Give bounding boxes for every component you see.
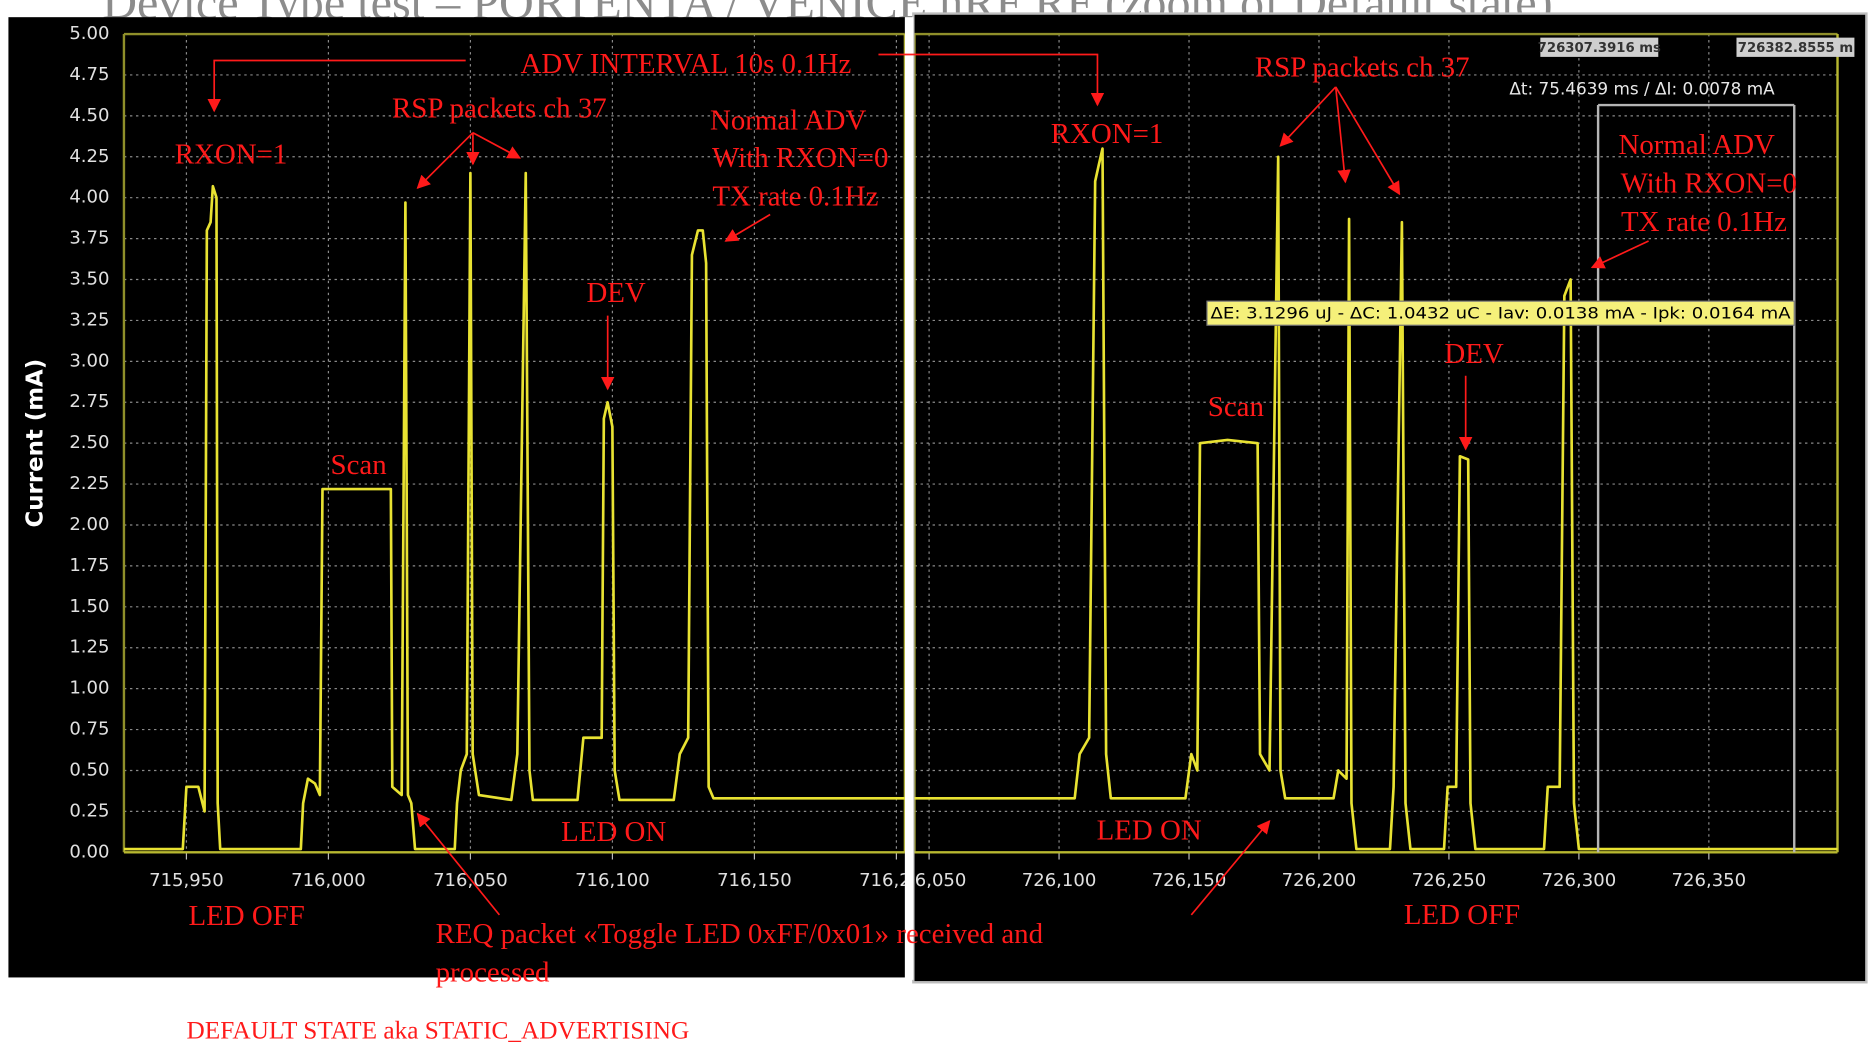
y-tick-label: 1.75 bbox=[69, 555, 109, 576]
annotation: With RXON=0 bbox=[712, 142, 888, 174]
x-tick-label: 726,250 bbox=[1412, 870, 1487, 891]
annotation: LED OFF bbox=[1404, 899, 1520, 931]
x-tick-label: 715,950 bbox=[149, 870, 224, 891]
annotation: Normal ADV bbox=[1619, 129, 1776, 161]
x-tick-label: 726,350 bbox=[1672, 870, 1747, 891]
x-tick-label: 726,200 bbox=[1282, 870, 1357, 891]
y-tick-label: 4.50 bbox=[69, 105, 109, 126]
y-tick-label: 1.50 bbox=[69, 596, 109, 617]
annotation: TX rate 0.1Hz bbox=[712, 181, 878, 213]
x-tick-label: 726,150 bbox=[1152, 870, 1227, 891]
cursor-delta: Δt: 75.4639 ms / ΔI: 0.0078 mA bbox=[1509, 78, 1775, 98]
annotation: LED ON bbox=[1097, 815, 1202, 847]
arrow bbox=[1190, 819, 1271, 916]
x-tick-label: 716,150 bbox=[717, 870, 792, 891]
cursor-label-box bbox=[1736, 37, 1855, 57]
x-tick-label: 726,100 bbox=[1022, 870, 1097, 891]
y-tick-label: 3.25 bbox=[69, 309, 109, 330]
x-tick-label: 716,200 bbox=[859, 870, 934, 891]
annotation: ADV INTERVAL 10s 0.1Hz bbox=[521, 48, 852, 80]
arrow bbox=[416, 812, 501, 916]
arrow bbox=[1334, 86, 1401, 196]
y-tick-label: 4.75 bbox=[69, 64, 109, 85]
cursor-label: 726382.8555 m bbox=[1738, 41, 1853, 56]
annotation: LED OFF bbox=[189, 900, 305, 932]
y-tick-label: 4.25 bbox=[69, 146, 109, 167]
current-trace bbox=[914, 147, 1838, 851]
left-chart: 0.00 0.25 0.50 0.75 1.00 1.25 1.50 1.75 2.00 2.25… bbox=[23, 23, 934, 891]
arrow bbox=[416, 132, 474, 190]
right-panel bbox=[912, 12, 1868, 984]
annotations: ADV INTERVAL 10s 0.1Hz RXON=1 RSP packets … bbox=[175, 48, 1797, 1044]
cursor-label: 726307.3916 ms bbox=[1538, 41, 1661, 56]
annotation: RXON=1 bbox=[1051, 118, 1164, 150]
annotation: REQ packet «Toggle LED 0xFF/0x01» receiv… bbox=[436, 918, 1044, 950]
measurement-box bbox=[1206, 300, 1795, 326]
arrow bbox=[878, 53, 1105, 107]
y-tick-label: 2.25 bbox=[69, 473, 109, 494]
arrow bbox=[472, 131, 522, 159]
y-tick-label: 2.50 bbox=[69, 432, 109, 453]
y-tick-label: 0.25 bbox=[69, 800, 109, 821]
x-tick-label: 726,050 bbox=[892, 870, 967, 891]
arrow bbox=[1279, 86, 1337, 147]
arrow bbox=[1590, 240, 1649, 269]
current-trace bbox=[123, 171, 905, 851]
y-tick-label: 3.50 bbox=[69, 269, 109, 290]
y-tick-label: 3.00 bbox=[69, 350, 109, 371]
annotation: Normal ADV bbox=[710, 105, 867, 137]
right-chart: 726,050 726,100 726,150 726,200 726,250 726,3… bbox=[892, 32, 1855, 891]
arrow bbox=[207, 59, 466, 113]
annotation: DEV bbox=[586, 277, 645, 309]
x-tick-label: 716,000 bbox=[291, 870, 366, 891]
y-tick-label: 0.50 bbox=[69, 759, 109, 780]
y-tick-label: 1.00 bbox=[69, 678, 109, 699]
y-axis-label: Current (mA) bbox=[23, 359, 49, 528]
arrow bbox=[1334, 86, 1351, 184]
x-tick-label: 716,100 bbox=[575, 870, 650, 891]
annotation: DEV bbox=[1444, 338, 1503, 370]
annotation: Scan bbox=[331, 449, 387, 481]
y-tick-label: 0.75 bbox=[69, 719, 109, 740]
x-tick-label: 716,050 bbox=[433, 870, 508, 891]
annotation: processed bbox=[436, 957, 550, 989]
cursor-label-box bbox=[1540, 37, 1659, 57]
divider bbox=[904, 17, 914, 980]
y-tick-label: 3.75 bbox=[69, 228, 109, 249]
arrow bbox=[724, 213, 771, 242]
annotation: LED ON bbox=[561, 816, 666, 848]
annotation: TX rate 0.1Hz bbox=[1621, 206, 1787, 238]
x-tick-label: 726,300 bbox=[1542, 870, 1617, 891]
measurement: ΔE: 3.1296 uJ - ΔC: 1.0432 uC - Iav: 0.0… bbox=[1211, 303, 1791, 322]
y-tick-label: 4.00 bbox=[69, 187, 109, 208]
annotation: DEFAULT STATE aka STATIC_ADVERTISING bbox=[187, 1017, 690, 1045]
annotation: With RXON=0 bbox=[1621, 167, 1797, 199]
y-tick-label: 5.00 bbox=[69, 23, 109, 44]
annotation: RSP packets ch 37 bbox=[392, 93, 607, 125]
y-tick-label: 1.25 bbox=[69, 637, 109, 658]
y-tick-label: 0.00 bbox=[69, 841, 109, 862]
annotation: Scan bbox=[1208, 391, 1264, 423]
y-tick-label: 2.75 bbox=[69, 391, 109, 412]
y-tick-label: 2.00 bbox=[69, 514, 109, 535]
annotation: RXON=1 bbox=[175, 138, 288, 170]
annotation: RSP packets ch 37 bbox=[1255, 52, 1470, 84]
